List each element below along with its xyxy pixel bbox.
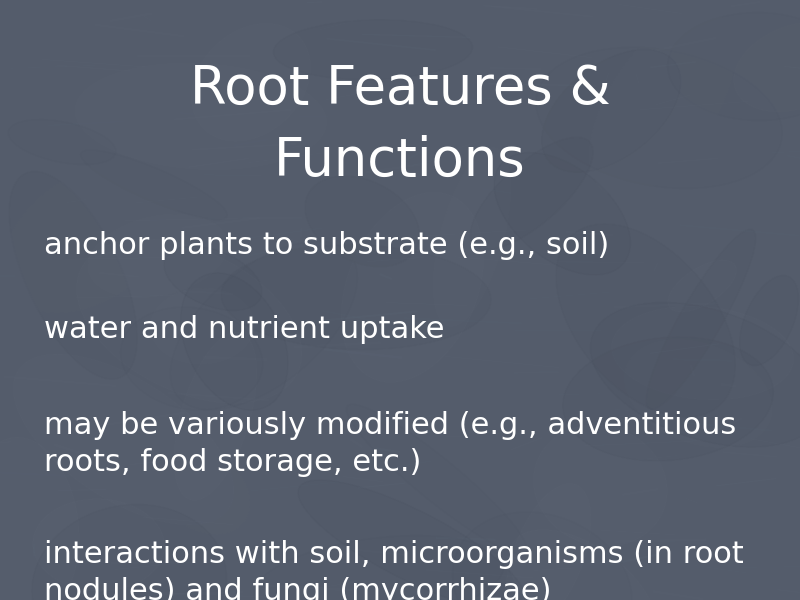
Ellipse shape [494,152,630,275]
Ellipse shape [317,332,490,463]
Ellipse shape [424,0,576,129]
Ellipse shape [734,22,800,112]
Ellipse shape [509,530,656,600]
Ellipse shape [562,337,774,461]
Ellipse shape [506,484,591,600]
Ellipse shape [590,302,800,447]
Ellipse shape [542,49,681,172]
Text: may be variously modified (e.g., adventitious
roots, food storage, etc.): may be variously modified (e.g., adventi… [44,411,736,477]
Text: water and nutrient uptake: water and nutrient uptake [44,315,445,344]
Ellipse shape [434,148,510,326]
Ellipse shape [0,437,79,600]
Text: Root Features &: Root Features & [190,63,610,115]
Ellipse shape [534,425,667,547]
Ellipse shape [26,262,193,435]
Ellipse shape [556,224,735,417]
Ellipse shape [150,470,195,538]
Ellipse shape [191,23,310,141]
Ellipse shape [88,214,228,298]
Ellipse shape [181,273,288,410]
Ellipse shape [10,0,170,78]
Ellipse shape [174,332,257,500]
Ellipse shape [32,505,226,600]
Ellipse shape [386,78,646,257]
Ellipse shape [506,47,626,134]
Ellipse shape [671,457,783,562]
Ellipse shape [164,246,262,311]
Ellipse shape [611,306,794,400]
Ellipse shape [274,20,473,80]
Ellipse shape [328,250,482,353]
Ellipse shape [298,480,525,600]
Ellipse shape [150,288,254,364]
Ellipse shape [33,499,165,591]
Ellipse shape [342,193,483,382]
Ellipse shape [14,354,234,525]
Ellipse shape [740,275,798,365]
Ellipse shape [77,239,302,403]
Text: anchor plants to substrate (e.g., soil): anchor plants to substrate (e.g., soil) [44,231,610,260]
Ellipse shape [668,260,737,312]
Text: interactions with soil, microorganisms (in root
nodules) and fungi (mycorrhizae): interactions with soil, microorganisms (… [44,540,744,600]
Ellipse shape [75,63,326,170]
Text: Functions: Functions [274,135,526,187]
